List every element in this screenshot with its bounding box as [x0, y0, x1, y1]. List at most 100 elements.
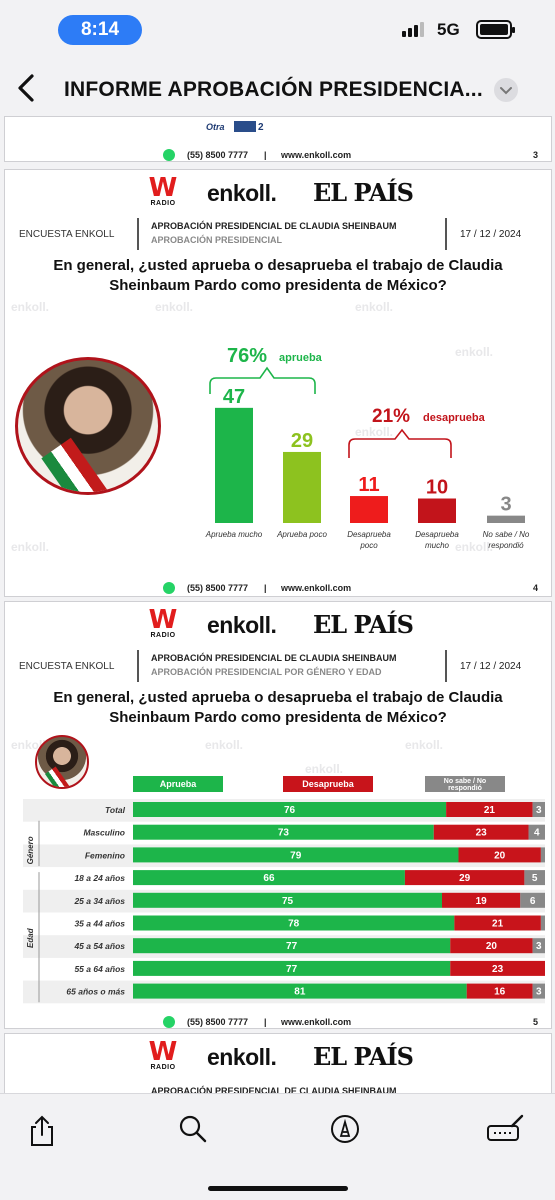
row-label: 35 a 44 años — [74, 919, 125, 929]
question-text: En general, ¿usted aprueba o desaprueba … — [53, 257, 503, 294]
row-label: 55 a 64 años — [74, 964, 125, 974]
stacked-segment — [454, 915, 541, 931]
annotate-button[interactable] — [486, 1114, 526, 1144]
signal-icon — [402, 22, 424, 37]
bar — [418, 498, 456, 523]
disapprove-word: desaprueba — [423, 412, 486, 424]
markup-button[interactable] — [330, 1114, 360, 1144]
stacked-segment — [133, 983, 467, 999]
document-title: INFORME APROBACIÓN PRESIDENCIA... — [64, 78, 483, 101]
segment-value-label: 73 — [278, 828, 290, 839]
page-number: 5 — [533, 1017, 539, 1027]
row-label: 18 a 24 años — [74, 873, 125, 883]
pdf-page-4: enkoll. enkoll. enkoll. enkoll. enkoll. … — [4, 169, 552, 597]
stacked-segment — [442, 892, 521, 908]
stacked-segment — [532, 938, 545, 954]
status-bar: 8:14 5G — [0, 0, 555, 60]
row-label: 65 años o más — [66, 987, 125, 997]
legend-swatch — [283, 776, 373, 792]
segment-value-label: 77 — [286, 964, 298, 975]
back-button[interactable] — [12, 70, 44, 106]
segment-value-label: 20 — [494, 850, 506, 861]
disapprove-total: 21% — [372, 406, 410, 427]
disapprove-bracket — [348, 428, 452, 458]
watermark: enkoll. — [155, 300, 194, 314]
enkoll-logo: enkoll. — [207, 180, 277, 206]
segment-value-label: 3 — [536, 941, 542, 952]
segment-value-label: 21 — [484, 805, 496, 816]
segment-value-label: 20 — [486, 941, 498, 952]
footer-website[interactable]: www.enkoll.com — [281, 583, 352, 593]
segment-value-label: 5 — [532, 873, 538, 884]
bar-value-label: 29 — [291, 430, 313, 452]
logo-row: W RADIO enkoll. EL PAÍS — [5, 170, 551, 218]
segment-value-label: 77 — [286, 941, 298, 952]
w-radio-label: RADIO — [150, 1064, 176, 1071]
pdf-page-3: Otra 2 (55) 8500 7777 | www.enkoll.com 3 — [4, 116, 552, 162]
chevron-down-icon — [500, 87, 512, 95]
signature-icon — [487, 1114, 524, 1141]
divider — [445, 218, 447, 250]
segment-value-label: 76 — [284, 805, 296, 816]
battery-icon — [476, 20, 515, 39]
otra-value: 2 — [258, 122, 264, 133]
divider — [137, 218, 139, 250]
section-title: APROBACIÓN PRESIDENCIAL DE CLAUDIA SHEIN… — [151, 1086, 397, 1096]
row-label: Masculino — [83, 828, 125, 838]
section-title: APROBACIÓN PRESIDENCIAL DE CLAUDIA SHEIN… — [151, 653, 397, 663]
network-label: 5G — [437, 20, 460, 39]
elpais-logo: EL PAÍS — [313, 610, 414, 639]
w-letter: W — [148, 1037, 178, 1067]
footer-website[interactable]: www.enkoll.com — [281, 1017, 352, 1027]
legend-label: Desaprueba — [302, 779, 355, 789]
stacked-segment — [528, 824, 545, 840]
section-subtitle: APROBACIÓN PRESIDENCIAL — [151, 235, 283, 245]
stacked-segment — [433, 824, 529, 840]
category-label: respondió — [488, 541, 524, 550]
footer-website[interactable]: www.enkoll.com — [281, 150, 352, 160]
category-label: Aprueba mucho — [205, 530, 263, 539]
row-label: Femenino — [85, 850, 125, 860]
approve-bracket — [209, 366, 316, 394]
survey-label: ENCUESTA ENKOLL — [19, 661, 115, 672]
segment-value-label: 3 — [536, 805, 542, 816]
segment-value-label: 3 — [536, 987, 542, 998]
bar — [215, 407, 253, 523]
segment-value-label: 78 — [288, 919, 300, 930]
stacked-segment — [450, 960, 545, 976]
search-button[interactable] — [178, 1114, 208, 1144]
segment-value-label: 4 — [534, 828, 540, 839]
stacked-segment — [133, 938, 451, 954]
page-number: 4 — [533, 583, 539, 593]
category-label: Desaprueba — [415, 530, 459, 539]
stacked-segment — [133, 824, 434, 840]
category-label: Aprueba poco — [276, 530, 327, 539]
survey-label: ENCUESTA ENKOLL — [19, 229, 115, 240]
w-radio-logo: W RADIO — [145, 1037, 181, 1078]
status-time: 8:14 — [58, 15, 142, 45]
category-label: poco — [359, 541, 378, 550]
watermark: enkoll. — [405, 738, 444, 752]
page-footer: (55) 8500 7777 | www.enkoll.com 3 — [5, 145, 551, 161]
bar — [283, 451, 321, 523]
stacked-segment — [450, 938, 533, 954]
segment-value-label: 6 — [530, 896, 536, 907]
enkoll-logo: enkoll. — [207, 1044, 277, 1070]
page-footer: (55) 8500 7777 | www.enkoll.com 5 — [5, 1012, 551, 1028]
row-label: 25 a 34 años — [73, 896, 125, 906]
bottom-toolbar — [0, 1093, 555, 1200]
stacked-segment — [540, 915, 545, 931]
segment-value-label: 23 — [476, 828, 488, 839]
row-label: Total — [105, 805, 126, 815]
segment-value-label: 19 — [476, 896, 488, 907]
segment-value-label: 29 — [459, 873, 471, 884]
share-button[interactable] — [27, 1114, 57, 1146]
legend-label: Aprueba — [160, 779, 198, 789]
watermark: enkoll. — [11, 300, 50, 314]
page-number: 3 — [533, 150, 539, 160]
w-radio-logo: W RADIO — [145, 175, 181, 214]
otra-bar — [234, 121, 256, 132]
watermark: enkoll. — [455, 345, 494, 359]
search-icon — [179, 1115, 207, 1143]
title-menu-button[interactable] — [494, 78, 518, 102]
